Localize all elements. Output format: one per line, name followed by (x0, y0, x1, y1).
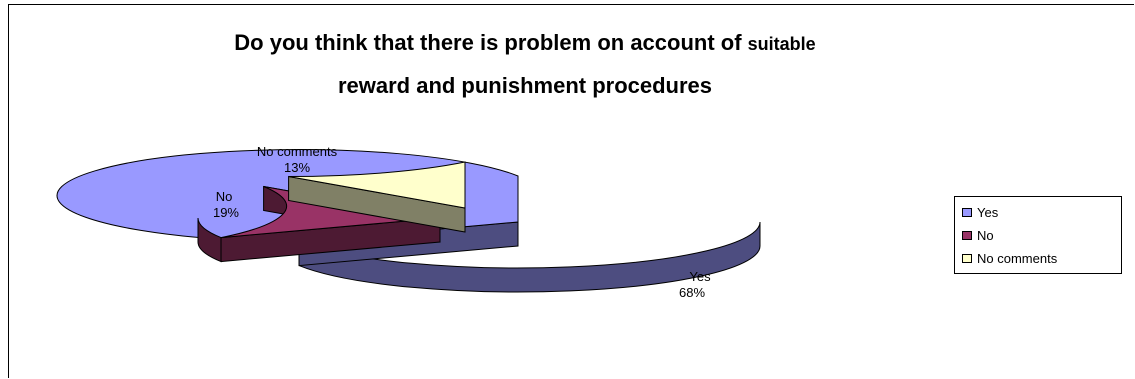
legend-swatch-yes (962, 207, 972, 217)
chart-title-part-2: suitable (747, 34, 816, 54)
pie-value-label-no: 19% (213, 205, 239, 220)
pie-slices (56, 149, 761, 293)
pie-slice-no-comments (288, 161, 466, 233)
chart-title-part-1: Do you think that there is problem on ac… (234, 30, 748, 55)
chart-area (8, 4, 1134, 378)
legend-label-no-comments: No comments (977, 250, 1058, 266)
pie-value-label-yes: 68% (679, 285, 705, 300)
legend-item-no: No (962, 226, 994, 244)
pie-slice-side-yes (298, 221, 761, 293)
legend-swatch-no-comments (962, 253, 972, 263)
pie-slice-no (197, 185, 441, 263)
pie-label-yes: Yes (689, 269, 711, 284)
pie-label-no-comments: No comments (257, 144, 338, 159)
legend: Yes No No comments (954, 196, 1122, 274)
pie-label-no: No (216, 189, 233, 204)
pie-slice-top-no-comments (288, 161, 466, 209)
pie-value-label-no-comments: 13% (284, 160, 310, 175)
pie-slice-top-no (220, 186, 441, 239)
legend-swatch-no (962, 230, 972, 240)
chart-title-line-2: reward and punishment procedures (337, 73, 713, 98)
legend-label-yes: Yes (977, 204, 999, 220)
legend-item-yes: Yes (962, 203, 998, 221)
legend-item-no-comments: No comments (962, 249, 1057, 267)
legend-label-no: No (977, 227, 994, 243)
chart-title-line-1: Do you think that there is problem on ac… (130, 30, 920, 56)
